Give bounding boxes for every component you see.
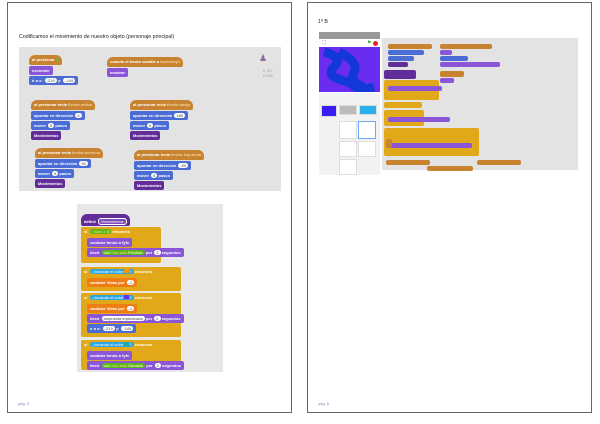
- block-goto: ir a x: -219 y: -149: [29, 76, 79, 85]
- block-point: apuntar en dirección 0: [31, 111, 85, 120]
- maze-path: [322, 47, 376, 94]
- event-block: [440, 44, 492, 49]
- event-block: [427, 166, 473, 171]
- sprite-y: y: 159: [263, 74, 273, 78]
- motion-block: [440, 56, 468, 61]
- block-point: apuntar en dirección 180: [130, 111, 189, 120]
- block-key-down: al presionar tecla flecha abajo: [130, 100, 194, 110]
- block-key-left: al presionar tecla flecha izquierda: [134, 150, 205, 160]
- page-number: pág. 6: [318, 401, 330, 406]
- block-point: apuntar en dirección -90: [134, 161, 192, 170]
- page-5: Codificamos el movimiento de nuestro obj…: [7, 2, 292, 413]
- block-move: mover 5 pasos: [31, 121, 70, 130]
- event-block: [440, 71, 464, 77]
- block-show: mostrar: [107, 68, 128, 77]
- looks-block: [388, 86, 442, 91]
- sprite-pane: [319, 93, 380, 175]
- block-call-movimientos: Movimientos: [130, 131, 161, 140]
- scratch-editor-screenshot: ⛶ ⚑: [318, 32, 578, 175]
- sprite-thumb[interactable]: [359, 105, 377, 115]
- looks-block: [440, 78, 454, 83]
- block-move: mover 5 pasos: [35, 169, 74, 178]
- fullscreen-icon: ⛶: [322, 40, 326, 46]
- block-switch-backdrop: cambiar fondo a fyfv: [87, 351, 133, 360]
- event-block: [386, 160, 430, 165]
- green-flag-icon: ⚑: [55, 57, 60, 62]
- sprite-thumbnail-icon: ♟: [259, 53, 268, 63]
- script-area: [382, 38, 578, 171]
- looks-block: [388, 117, 450, 122]
- green-flag-icon[interactable]: ⚑: [367, 40, 372, 46]
- stop-icon[interactable]: [373, 41, 378, 46]
- block-switch-backdrop: cambiar fondo a fyfv: [87, 238, 133, 247]
- custom-block: [388, 62, 408, 67]
- motion-block: [388, 50, 424, 55]
- sprite-thumb[interactable]: [339, 159, 357, 175]
- section-heading: Codificamos el movimiento de nuestro obj…: [19, 34, 175, 40]
- block-key-right: al presionar tecla flecha derecha: [35, 148, 104, 158]
- define-block: [384, 70, 416, 79]
- block-move: mover 5 pasos: [134, 171, 173, 180]
- page-6: 1º B ⛶ ⚑ pág. 6: [307, 2, 592, 413]
- tabs-bar: [319, 32, 380, 39]
- event-block: [477, 160, 521, 165]
- block-say: decir unir Has sido Ganaste por 2 segundos: [87, 361, 184, 370]
- block-if-vidas: si Vidas = 0 entonces: [81, 227, 133, 236]
- block-say: decir respuesta equivocada por 2 segundos: [87, 314, 184, 323]
- scratch-screenshot-movement: al presionar ⚑ esconder ir a x: -219 y: -1…: [19, 47, 281, 191]
- stage: [319, 47, 380, 94]
- block-call-movimientos: Movimientos: [35, 179, 66, 188]
- block-change-vidas: cambiar Vidas por -1: [87, 278, 138, 287]
- block-when-flag: al presionar: [32, 57, 55, 62]
- page-number: pág. 5: [18, 401, 30, 406]
- block-define: definir Movimientos: [81, 214, 130, 226]
- scratch-screenshot-define: definir Movimientos si Vidas = 0 entonces…: [77, 204, 223, 372]
- block-key-up: al presionar tecla flecha arriba: [31, 100, 95, 110]
- looks-block: [388, 143, 472, 148]
- motion-block: [388, 56, 414, 61]
- event-block: [388, 44, 432, 49]
- looks-block: [440, 50, 452, 55]
- sprite-thumb[interactable]: [358, 141, 376, 157]
- block-if-touching-color: si ¿tocando el color ? entonces: [81, 293, 156, 302]
- block-if-touching-color: si ¿tocando el color ? entonces: [81, 267, 156, 276]
- block-goto: ir a x: -219 y: -149: [87, 324, 137, 333]
- sprite-thumb-selected[interactable]: [358, 121, 376, 139]
- block-call-movimientos: Movimientos: [134, 181, 165, 190]
- block-call-movimientos: Movimientos: [31, 131, 62, 140]
- sprite-thumb[interactable]: [339, 141, 357, 157]
- block-move: mover 5 pasos: [130, 121, 169, 130]
- sprite-thumb[interactable]: [339, 105, 357, 115]
- backdrop-thumb[interactable]: [321, 105, 337, 117]
- block-when-backdrop: cuando el fondo cambie a backdrop1: [107, 57, 184, 67]
- section-heading: 1º B: [318, 19, 328, 25]
- block-change-vidas: cambiar Vidas por -1: [87, 304, 138, 313]
- block-hide: esconder: [29, 66, 53, 75]
- sprite-x: x: 217: [263, 69, 273, 73]
- block-point: apuntar en dirección 90: [35, 159, 91, 168]
- block-say: decir unir Has sido Perdiste por 2 segundo…: [87, 248, 184, 257]
- block-if-touching-color: si ¿tocando el color ? entonces: [81, 340, 156, 349]
- looks-block: [440, 62, 500, 67]
- sprite-thumb[interactable]: [339, 121, 357, 139]
